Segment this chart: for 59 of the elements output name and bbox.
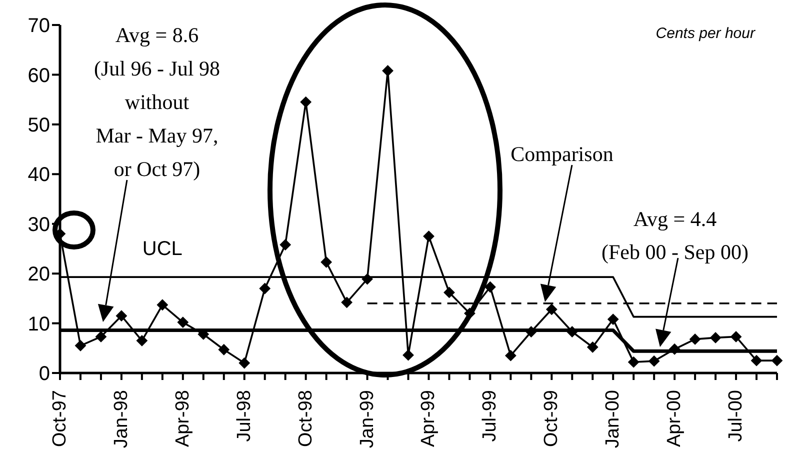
y-tick-label: 40 bbox=[28, 164, 50, 186]
x-tick-label: Oct-98 bbox=[295, 390, 316, 448]
x-tick-label: Jul-99 bbox=[480, 390, 501, 442]
point bbox=[423, 230, 434, 242]
x-tick-label: Jan-98 bbox=[110, 390, 132, 448]
point bbox=[300, 96, 312, 108]
y-axis-title: Cents per hour bbox=[656, 25, 756, 42]
point bbox=[566, 326, 578, 338]
point bbox=[177, 316, 188, 328]
point bbox=[136, 335, 148, 346]
point bbox=[690, 334, 701, 345]
point bbox=[772, 355, 782, 366]
point bbox=[526, 326, 537, 338]
point bbox=[156, 299, 168, 310]
point bbox=[444, 286, 455, 298]
point bbox=[259, 282, 270, 294]
point bbox=[648, 356, 660, 367]
point bbox=[116, 310, 127, 322]
x-tick-label: Apr-99 bbox=[418, 390, 440, 448]
point bbox=[505, 350, 516, 362]
point bbox=[730, 331, 742, 342]
x-tick-label: Jul-98 bbox=[234, 390, 255, 442]
annotation: Avg = 4.4 (Feb 00 - Sep 00) bbox=[602, 207, 748, 264]
y-tick-label: 50 bbox=[28, 114, 50, 137]
point bbox=[669, 344, 680, 355]
annotation: Avg = 8.6 (Jul 96 - Jul 98 without Mar - May 97, or Oct 97) bbox=[94, 23, 220, 182]
x-tick-label: Oct-97 bbox=[50, 390, 70, 448]
y-tick-label: 10 bbox=[28, 313, 50, 336]
point bbox=[320, 256, 332, 268]
point bbox=[751, 355, 762, 366]
y-tick-label: 30 bbox=[28, 214, 50, 236]
point bbox=[74, 340, 86, 352]
point bbox=[362, 274, 373, 285]
point bbox=[280, 239, 291, 250]
x-tick-label: Jul-00 bbox=[726, 390, 747, 442]
point bbox=[464, 308, 476, 319]
x-tick-label: Jan-99 bbox=[356, 390, 378, 448]
point bbox=[608, 314, 619, 325]
point bbox=[382, 65, 394, 76]
point bbox=[587, 342, 598, 353]
x-tick-label: Apr-00 bbox=[664, 390, 686, 448]
series-label: UCL bbox=[142, 238, 182, 260]
y-tick-label: 20 bbox=[28, 264, 50, 286]
y-tick-label: 60 bbox=[28, 64, 50, 87]
point bbox=[238, 358, 250, 369]
point bbox=[546, 304, 558, 315]
point bbox=[628, 356, 640, 368]
point bbox=[710, 332, 722, 344]
point bbox=[218, 344, 230, 356]
point bbox=[341, 296, 352, 308]
y-tick-label: 70 bbox=[28, 15, 50, 38]
x-tick-label: Oct-99 bbox=[541, 390, 562, 448]
x-tick-label: Jan-00 bbox=[602, 390, 624, 448]
y-tick-label: 0 bbox=[38, 363, 50, 386]
point bbox=[95, 331, 106, 342]
annotation: Comparison bbox=[510, 142, 614, 166]
x-tick-label: Apr-98 bbox=[172, 390, 194, 448]
point bbox=[402, 350, 414, 361]
point bbox=[484, 281, 496, 292]
